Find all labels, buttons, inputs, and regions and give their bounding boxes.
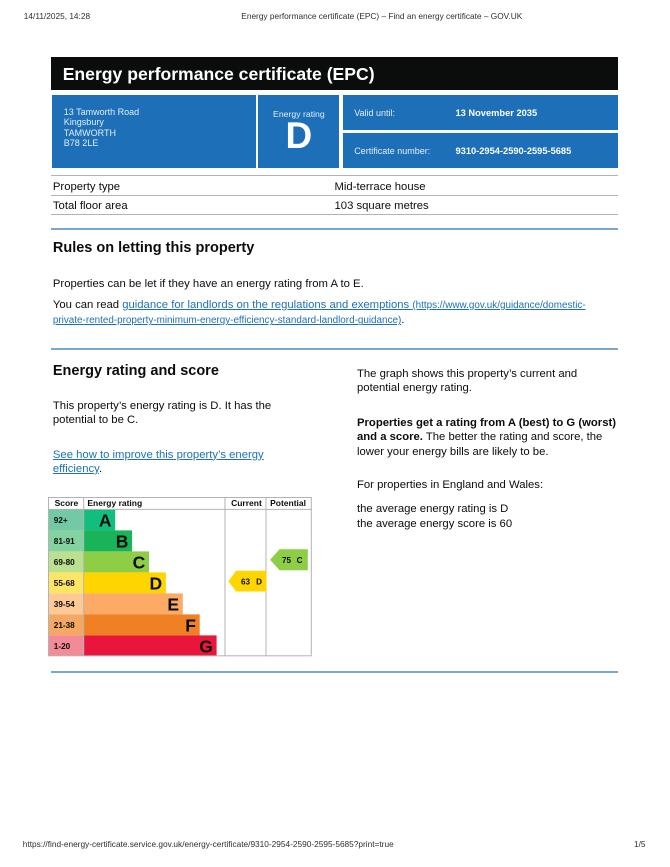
svg-text:C: C [133, 553, 146, 573]
svg-text:81-91: 81-91 [54, 537, 75, 546]
svg-text:63: 63 [241, 578, 251, 587]
svg-text:C: C [297, 556, 303, 565]
svg-text:21-38: 21-38 [54, 621, 75, 630]
svg-text:69-80: 69-80 [54, 558, 75, 567]
svg-text:F: F [185, 616, 196, 636]
svg-text:B: B [116, 532, 129, 552]
svg-text:G: G [199, 637, 213, 657]
svg-text:92+: 92+ [54, 516, 68, 525]
svg-text:75: 75 [282, 556, 292, 565]
svg-text:D: D [256, 578, 262, 587]
svg-text:D: D [150, 574, 163, 594]
svg-text:A: A [99, 511, 112, 531]
svg-text:55-68: 55-68 [54, 579, 75, 588]
svg-text:E: E [168, 595, 180, 615]
svg-text:Potential: Potential [270, 498, 306, 508]
svg-text:1-20: 1-20 [54, 642, 71, 651]
svg-text:Current: Current [231, 498, 262, 508]
svg-text:39-54: 39-54 [54, 600, 75, 609]
svg-text:Score: Score [55, 498, 79, 508]
svg-text:Energy rating: Energy rating [88, 498, 143, 508]
